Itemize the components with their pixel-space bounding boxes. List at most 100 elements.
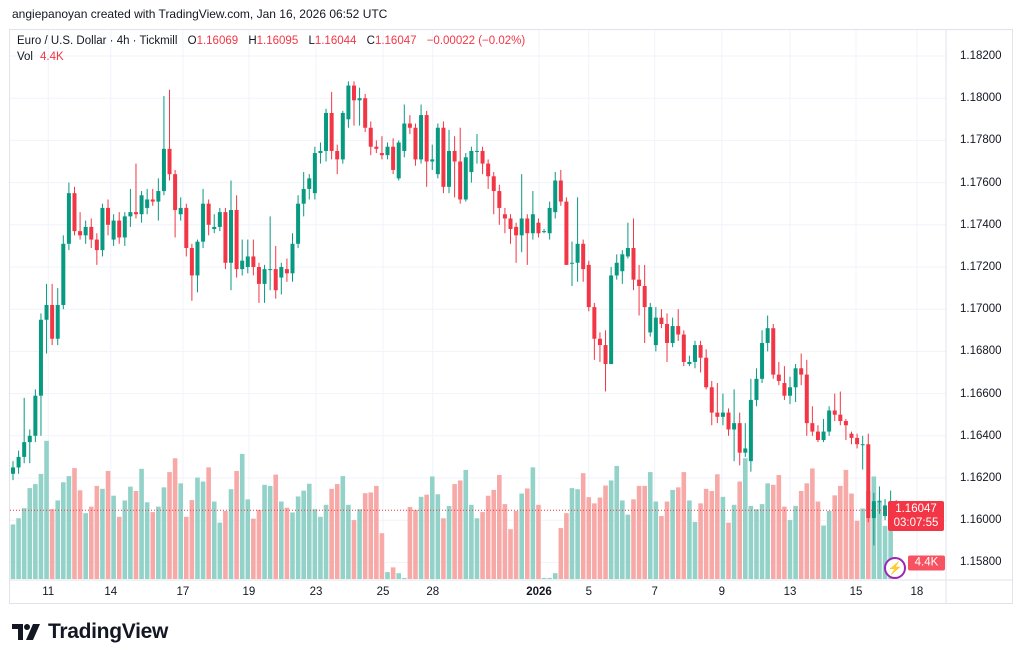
- candle: [704, 349, 709, 390]
- volume-bar: [670, 489, 675, 579]
- volume-bar: [346, 504, 351, 579]
- time-tick-label: 28: [426, 586, 440, 598]
- candle: [251, 239, 256, 276]
- candle: [508, 214, 513, 244]
- candle-body: [704, 357, 709, 388]
- candle-body: [670, 326, 675, 343]
- volume-bar: [810, 468, 815, 579]
- volume-bar: [49, 509, 55, 579]
- candle-body: [681, 334, 686, 362]
- candle-body: [720, 412, 725, 417]
- candle: [815, 425, 820, 443]
- volume-bar: [256, 509, 262, 579]
- candle: [648, 302, 653, 337]
- lightning-icon[interactable]: ⚡: [884, 557, 906, 579]
- candle-body: [709, 387, 714, 413]
- candle: [793, 364, 798, 403]
- volume-bar: [804, 483, 810, 579]
- candle-body: [793, 368, 798, 388]
- volume-bar: [782, 506, 787, 579]
- volume-bar: [150, 512, 156, 579]
- candle: [564, 197, 569, 265]
- legend-row-price: Euro / U.S. Dollar · 4h · Tickmill O1.16…: [17, 33, 525, 49]
- candle: [312, 146, 317, 200]
- candle-body: [351, 85, 356, 101]
- candle: [631, 218, 636, 291]
- candle: [167, 89, 172, 181]
- candle: [698, 340, 703, 373]
- candle-body: [502, 214, 507, 219]
- candle-body: [178, 207, 183, 215]
- candle-body: [195, 241, 200, 276]
- candle: [681, 330, 686, 367]
- volume-bar: [306, 483, 312, 579]
- candle: [83, 220, 88, 244]
- candle-body: [217, 212, 222, 227]
- candle: [760, 330, 765, 384]
- candle: [642, 264, 647, 343]
- candle-body: [491, 176, 496, 192]
- volume-bar: [541, 577, 547, 579]
- candle-body: [234, 210, 239, 270]
- volume-bar: [681, 472, 687, 579]
- price-tick-label: 1.16800: [960, 345, 1002, 358]
- candle: [206, 199, 211, 236]
- candle-body: [430, 159, 435, 162]
- candle-body: [256, 267, 261, 284]
- volume-bar: [597, 497, 603, 579]
- price-tick-label: 1.16000: [960, 514, 1002, 527]
- candle-body: [625, 248, 630, 257]
- candle: [424, 110, 429, 187]
- candle: [407, 115, 412, 135]
- candle: [173, 169, 178, 238]
- candle-body: [799, 368, 804, 375]
- volume-bar: [463, 469, 469, 579]
- candle: [486, 159, 491, 189]
- candle: [474, 134, 479, 164]
- volume-bar: [815, 501, 821, 579]
- volume-bar: [508, 529, 513, 579]
- candle-body: [592, 307, 597, 339]
- volume-bar: [424, 494, 429, 579]
- candle: [547, 201, 552, 240]
- volume-bar: [368, 492, 374, 579]
- candle: [273, 245, 278, 299]
- candle: [184, 203, 189, 257]
- volume-bar: [351, 520, 357, 579]
- candle: [603, 330, 608, 392]
- volume-bar: [100, 488, 105, 579]
- candle-body: [312, 153, 317, 194]
- candle-body: [273, 269, 278, 291]
- price-tick-label: 1.18000: [960, 92, 1002, 105]
- candle: [553, 172, 558, 219]
- legend-low: 1.16044: [314, 35, 357, 47]
- candle-body: [296, 203, 301, 244]
- candle: [855, 433, 860, 449]
- candle: [637, 264, 642, 316]
- candle-body: [754, 378, 759, 400]
- candle-body: [737, 423, 742, 453]
- volume-bar: [765, 483, 770, 579]
- candle-body: [877, 501, 882, 503]
- candle-body: [665, 323, 670, 343]
- candle: [581, 239, 586, 282]
- candle: [665, 313, 670, 362]
- candle-body: [843, 421, 848, 426]
- volume-bar: [144, 502, 150, 579]
- candle-body: [111, 220, 116, 240]
- candle: [447, 129, 452, 194]
- candle-body: [340, 112, 345, 160]
- candle: [653, 307, 658, 352]
- candle-body: [106, 207, 111, 225]
- candle-body: [653, 317, 658, 346]
- candle-body: [284, 269, 289, 274]
- volume-bar: [653, 501, 659, 579]
- candle-body: [419, 115, 424, 160]
- volume-bar: [323, 504, 329, 579]
- candle: [469, 146, 474, 183]
- candle: [296, 195, 301, 249]
- candle: [374, 140, 379, 154]
- volume-bar: [295, 496, 301, 579]
- candle: [620, 250, 625, 284]
